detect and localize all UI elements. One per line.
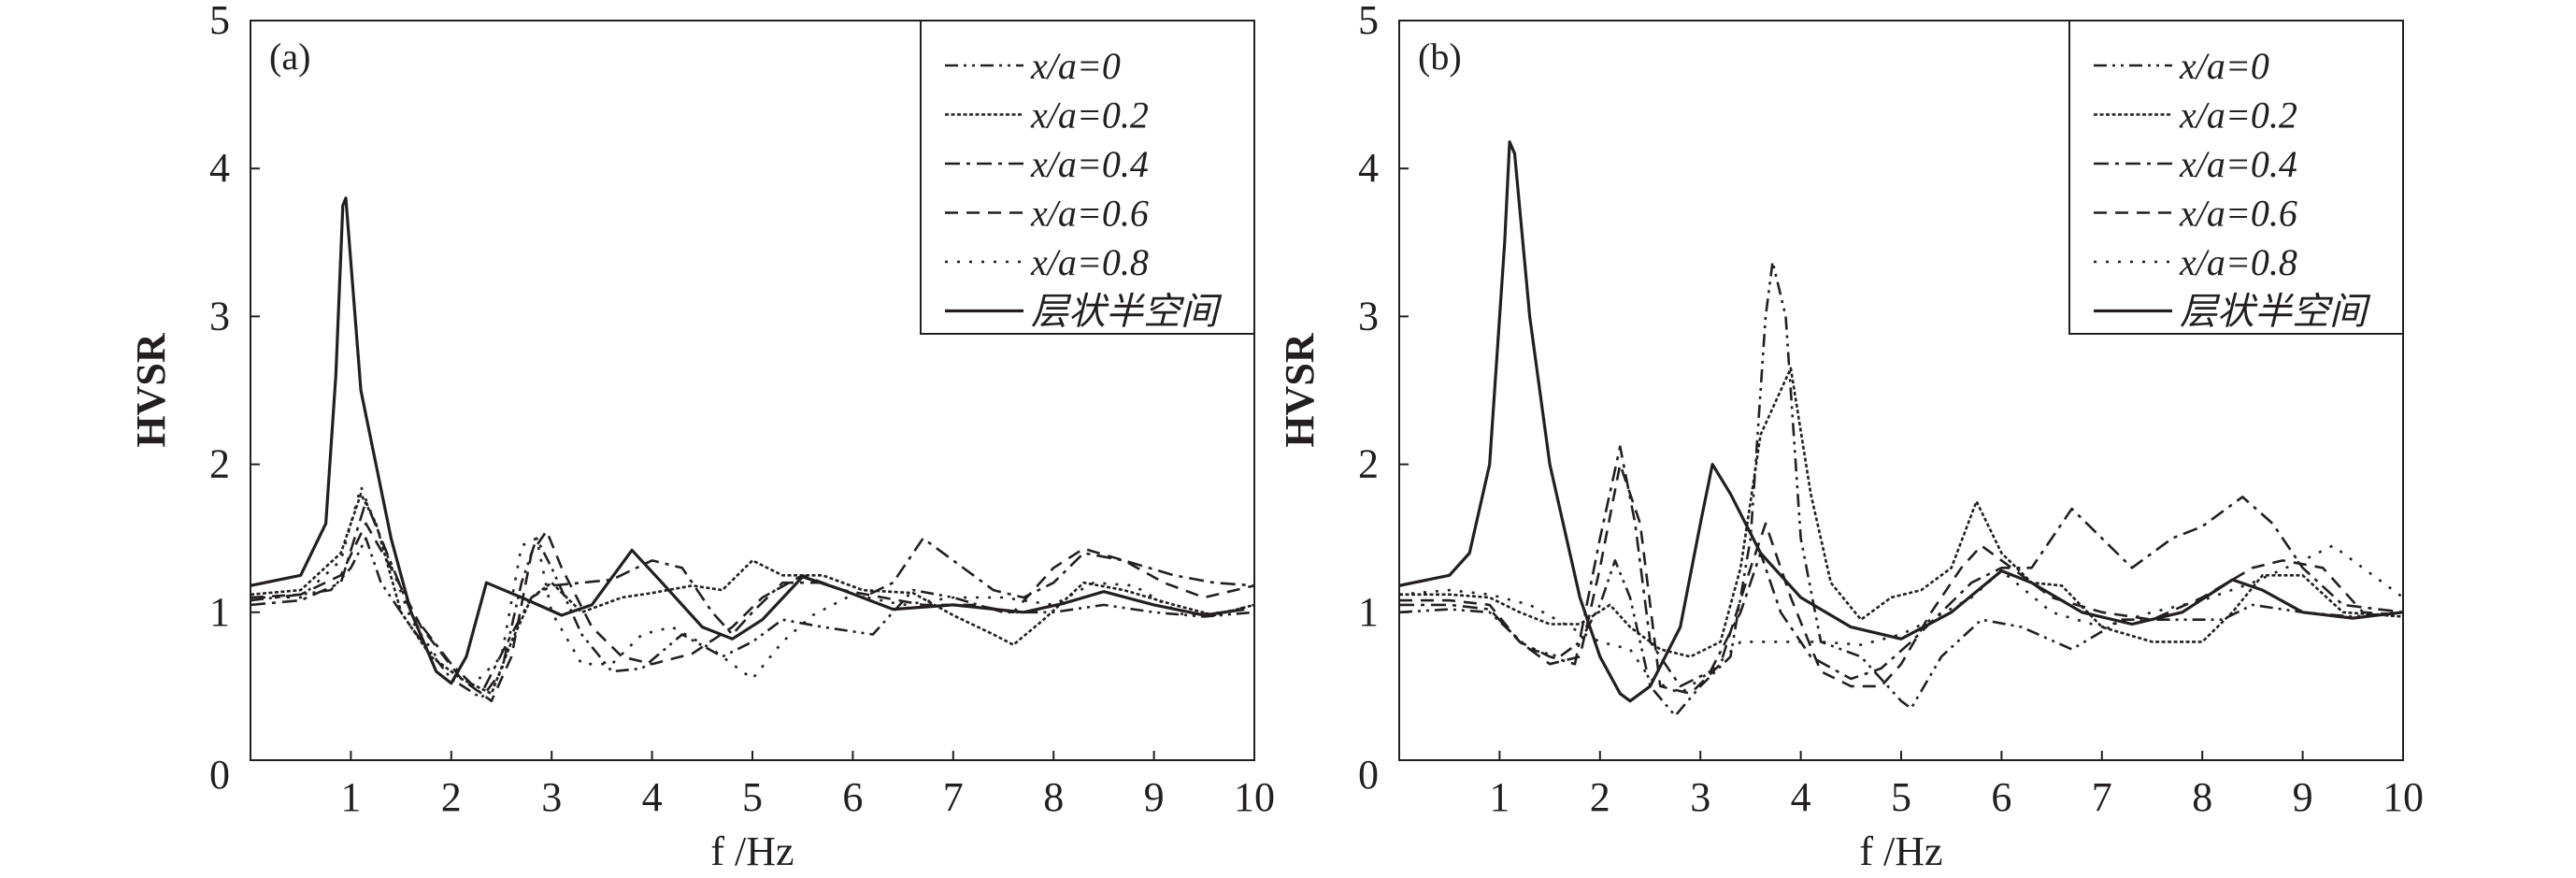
legend-entry-label: x/a=0 xyxy=(2179,45,2269,87)
chart-panel-a: 0 1 2 3 4 5 1 2 3 4 5 6 7 8 9 10 f /Hz HVSR (a) x/a=0 x/a=0.… xyxy=(128,0,1275,874)
x-tick-label: 5 xyxy=(742,774,763,820)
legend-entry-label: x/a=0 xyxy=(1030,45,1121,87)
panel-label: (a) xyxy=(269,36,310,78)
x-tick-label: 4 xyxy=(1791,774,1811,820)
series-line-5 xyxy=(1399,140,2403,703)
y-tick-label: 4 xyxy=(209,145,230,191)
x-tick-label: 8 xyxy=(2192,774,2212,820)
x-tick-label: 10 xyxy=(1234,774,1275,820)
x-tick-label: 8 xyxy=(1043,774,1064,820)
y-tick-label: 0 xyxy=(209,752,230,798)
y-tick-label: 1 xyxy=(1358,589,1379,635)
x-tick-label: 9 xyxy=(1144,774,1165,820)
x-tick-label: 6 xyxy=(1991,774,2011,820)
x-tick-label: 3 xyxy=(1690,774,1710,820)
x-tick-label: 2 xyxy=(1590,774,1610,820)
series-line-0 xyxy=(1399,260,2403,717)
x-tick-label: 5 xyxy=(1891,774,1911,820)
legend-entry-label: x/a=0.2 xyxy=(2179,94,2297,137)
legend-box xyxy=(2068,20,2404,335)
x-tick-label: 9 xyxy=(2293,774,2313,820)
legend-entry-label: 层状半空间 xyxy=(1031,291,1223,333)
series-line-0 xyxy=(250,537,1254,699)
x-axis-label: f /Hz xyxy=(710,828,794,874)
legend: x/a=0 x/a=0.2 x/a=0.4 x/a=0.6 x/a=0.8 层状半空间 xyxy=(920,20,1255,335)
series-line-3 xyxy=(1399,463,2403,696)
legend-entry-label: x/a=0.4 xyxy=(2179,143,2297,185)
y-tick-label: 2 xyxy=(1358,441,1379,487)
y-axis-label: HVSR xyxy=(1277,332,1323,447)
legend-entry-label: x/a=0.8 xyxy=(2179,241,2297,283)
series-line-5 xyxy=(250,196,1245,685)
y-tick-label: 4 xyxy=(1358,145,1379,191)
y-tick-label: 3 xyxy=(1358,293,1379,338)
panel-label: (b) xyxy=(1418,36,1462,78)
legend: x/a=0 x/a=0.2 x/a=0.4 x/a=0.6 x/a=0.8 层状半空间 xyxy=(2068,20,2404,335)
x-tick-label: 7 xyxy=(2092,774,2112,820)
y-tick-label: 5 xyxy=(1358,0,1379,43)
legend-entry-label: x/a=0.4 xyxy=(1030,143,1149,185)
legend-entry-label: x/a=0.6 xyxy=(2179,193,2297,235)
y-axis-label: HVSR xyxy=(128,332,174,447)
x-tick-label: 4 xyxy=(642,774,663,820)
x-axis-label: f /Hz xyxy=(1859,828,1942,874)
legend-entry-label: x/a=0.8 xyxy=(1030,241,1149,283)
y-tick-label: 5 xyxy=(209,0,230,43)
series-line-1 xyxy=(1399,367,2403,658)
chart-panel-b: 0 1 2 3 4 5 1 2 3 4 5 6 7 8 9 10 f /Hz HVSR (b) x/a=0 x/a=0.… xyxy=(1277,0,2424,874)
x-tick-label: 1 xyxy=(1489,774,1510,820)
series-line-2 xyxy=(250,499,1254,696)
y-tick-label: 3 xyxy=(209,293,230,338)
series-line-3 xyxy=(250,522,1254,702)
x-tick-label: 6 xyxy=(842,774,863,820)
x-tick-label: 10 xyxy=(2383,774,2424,820)
x-tick-label: 7 xyxy=(943,774,964,820)
y-tick-label: 2 xyxy=(209,441,230,487)
series-line-2 xyxy=(1399,445,2403,688)
series-line-4 xyxy=(250,485,1254,688)
legend-entry-label: x/a=0.6 xyxy=(1030,193,1149,235)
y-tick-label: 1 xyxy=(209,589,230,635)
x-tick-label: 3 xyxy=(541,774,562,820)
y-tick-label: 0 xyxy=(1358,752,1379,798)
legend-box xyxy=(920,20,1255,335)
series-line-4 xyxy=(1399,544,2403,696)
legend-entry-label: x/a=0.2 xyxy=(1030,94,1149,137)
x-tick-label: 2 xyxy=(441,774,462,820)
series-line-1 xyxy=(250,492,1254,696)
legend-entry-label: 层状半空间 xyxy=(2180,291,2371,333)
x-tick-label: 1 xyxy=(340,774,361,820)
